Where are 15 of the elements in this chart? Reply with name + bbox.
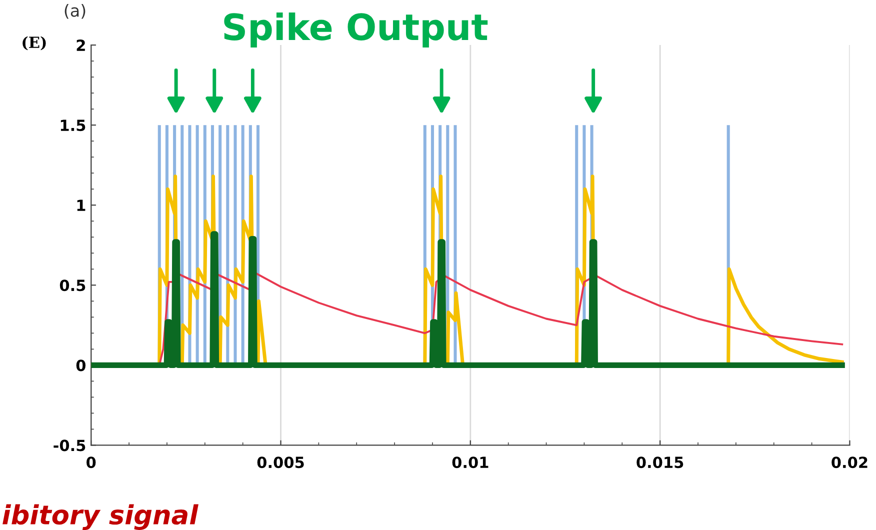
y-tick-label: -0.5 bbox=[54, 440, 86, 452]
y-tick-label: 1.5 bbox=[60, 120, 86, 132]
y-axis-title: (E) bbox=[22, 36, 46, 50]
x-tick-label: 0.01 bbox=[452, 456, 488, 468]
x-tick-label: 0.02 bbox=[832, 456, 868, 468]
chart-title: Spike Output bbox=[224, 12, 488, 48]
chart-subtitle: (a) bbox=[64, 4, 86, 19]
y-tick-label: 0.5 bbox=[60, 280, 86, 292]
x-tick-label: 0 bbox=[86, 456, 96, 468]
y-tick-label: 0 bbox=[76, 360, 86, 372]
x-tick-label: 0.015 bbox=[636, 456, 684, 468]
y-tick-label: 1 bbox=[77, 200, 86, 211]
y-tick-label: 2 bbox=[76, 40, 85, 51]
x-tick-label: 0.005 bbox=[257, 456, 304, 468]
text: ibitory signal bbox=[2, 504, 198, 530]
